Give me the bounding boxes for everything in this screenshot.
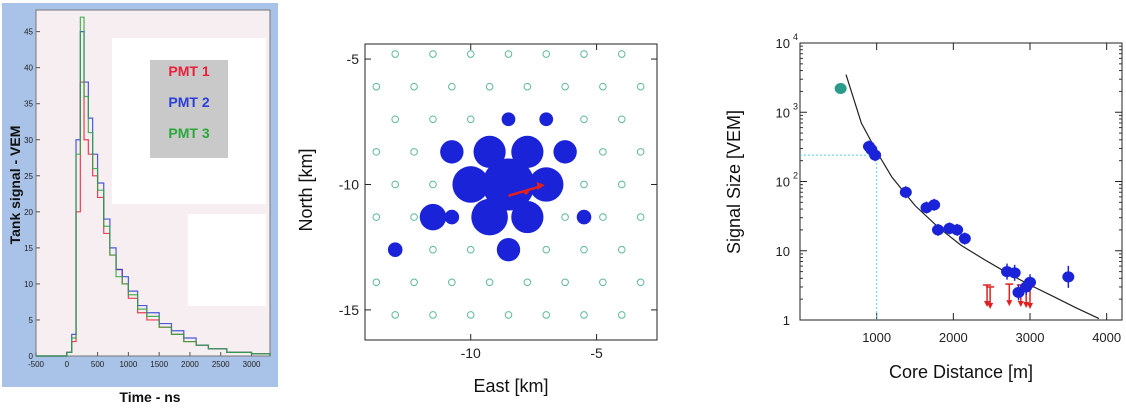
y-tick-label: 30 xyxy=(24,136,33,145)
x-tick-label: 2000 xyxy=(939,330,968,345)
x-tick-label: -10 xyxy=(461,345,481,361)
pmt-trace-panel: 0 5 10 15 20 25 30 35 40 45 -500 0 500 1000 1500 2000 25… xyxy=(0,0,290,409)
x-tick-label: 1000 xyxy=(862,330,891,345)
x-tick-label: 1500 xyxy=(150,360,168,369)
y-tick-exponent: 3 xyxy=(793,101,798,111)
hit-station xyxy=(420,204,446,230)
y-tick-label: 1 xyxy=(783,313,790,328)
y-tick-label: 10 xyxy=(24,280,33,289)
y-axis-label: Signal Size [VEM] xyxy=(724,110,744,254)
y-tick-exponent: 2 xyxy=(793,171,798,181)
x-tick-label: 2000 xyxy=(181,360,199,369)
legend-entry: PMT 2 xyxy=(168,94,209,110)
hit-station xyxy=(539,112,553,126)
y-axis-label: North [km] xyxy=(296,148,316,231)
y-axis-label: Tank signal - VEM xyxy=(7,126,23,245)
station-map-chart: -10 -5 -5 -10 -15 East [km] North [km] xyxy=(290,0,690,409)
station-map-panel: -10 -5 -5 -10 -15 East [km] North [km] xyxy=(290,0,690,409)
y-tick-label: 40 xyxy=(24,64,33,73)
hit-station xyxy=(474,136,506,168)
y-tick-label: 10 xyxy=(776,244,790,259)
x-tick-label: 2500 xyxy=(212,360,230,369)
x-axis-label: Time - ns xyxy=(119,389,180,405)
ldf-panel: 1 10 10 2 10 3 10 4 1000 2000 3000 4000 Core Distanc… xyxy=(690,0,1126,409)
x-tick-label: 1000 xyxy=(119,360,137,369)
y-tick-label: 10 xyxy=(776,105,790,120)
hit-station xyxy=(529,167,563,201)
hit-station xyxy=(502,112,516,126)
y-tick-label: -5 xyxy=(347,51,360,67)
x-tick-label: 3000 xyxy=(243,360,261,369)
y-tick-label: 45 xyxy=(24,28,33,37)
x-tick-label: 4000 xyxy=(1092,330,1121,345)
legend-entry: PMT 1 xyxy=(168,63,209,79)
y-tick-label: 35 xyxy=(24,100,33,109)
hit-station xyxy=(511,201,543,233)
hit-station xyxy=(497,238,520,261)
y-tick-label: 10 xyxy=(776,36,790,51)
x-tick-label: -500 xyxy=(28,360,45,369)
legend-entry: PMT 3 xyxy=(168,125,209,141)
y-tick-label: 15 xyxy=(24,244,33,253)
lateral-distribution-chart: 11010210310 41000 2000 3000 4000Core Distanc… xyxy=(690,0,1126,409)
data-point xyxy=(1009,267,1021,278)
x-tick-label: 500 xyxy=(91,360,105,369)
y-tick-label: -10 xyxy=(339,176,359,192)
hit-station xyxy=(440,140,463,163)
data-point xyxy=(928,199,940,210)
hit-station xyxy=(452,166,489,203)
hit-station xyxy=(471,199,508,236)
hit-station xyxy=(511,136,543,168)
data-point xyxy=(869,150,881,161)
x-axis-label: East [km] xyxy=(473,376,548,396)
y-tick-label: -15 xyxy=(339,302,359,318)
y-tick-label: 5 xyxy=(29,316,34,325)
data-point xyxy=(1062,271,1074,282)
y-tick-label: 20 xyxy=(24,208,33,217)
data-point xyxy=(835,83,847,94)
hit-station xyxy=(577,210,592,225)
shower-core xyxy=(524,190,529,195)
y-tick-label: 25 xyxy=(24,172,33,181)
x-tick-label: 0 xyxy=(65,360,70,369)
hit-station xyxy=(388,242,403,257)
data-point xyxy=(932,224,944,235)
inset-box-bottom xyxy=(188,214,266,306)
hit-station xyxy=(445,210,460,225)
data-point xyxy=(900,187,912,198)
y-tick-label: 10 xyxy=(776,175,790,190)
x-tick-label: 3000 xyxy=(1016,330,1045,345)
hit-station xyxy=(553,140,576,163)
x-axis-label: Core Distance [m] xyxy=(889,362,1033,382)
data-point xyxy=(959,233,971,244)
data-point xyxy=(1024,277,1036,288)
y-tick-exponent: 4 xyxy=(793,32,798,42)
x-tick-label: -5 xyxy=(590,345,603,361)
data-point xyxy=(951,224,963,235)
